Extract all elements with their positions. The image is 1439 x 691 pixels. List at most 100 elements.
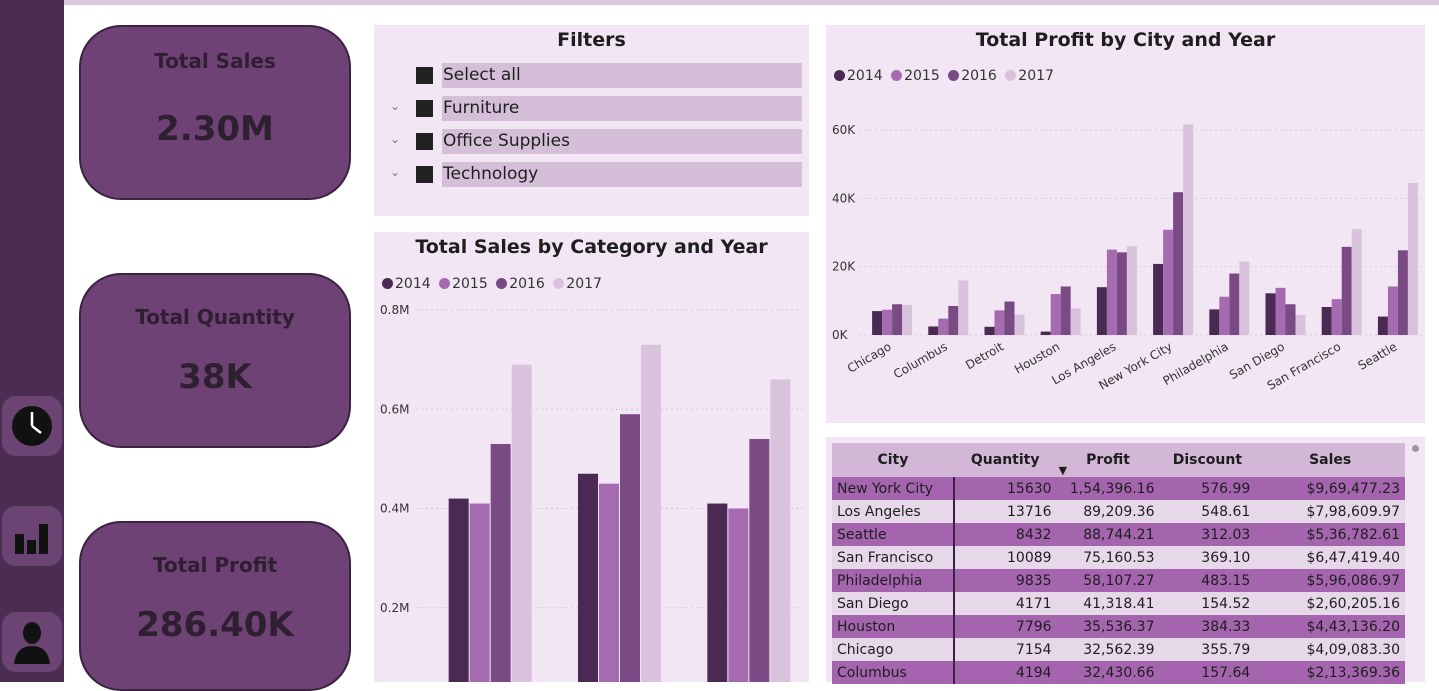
bar-2014-furniture[interactable] <box>448 498 469 682</box>
bar-2017-detroit[interactable] <box>1014 314 1025 336</box>
bar-2016-san-francisco[interactable] <box>1341 246 1352 335</box>
bar-2015-new-york-city[interactable] <box>1163 229 1174 335</box>
bar-2016-furniture[interactable] <box>490 443 511 682</box>
legend-label: 2017 <box>566 276 602 292</box>
bar-2016-san-diego[interactable] <box>1285 304 1296 335</box>
nav-button-clock[interactable] <box>2 396 62 456</box>
bar-2014-los-angeles[interactable] <box>1096 287 1107 335</box>
column-header-profit[interactable]: ▼ Profit <box>1056 443 1160 477</box>
bar-2017-philadelphia[interactable] <box>1239 261 1250 335</box>
bar-2014-san-francisco[interactable] <box>1321 306 1332 335</box>
table-cell-city: New York City <box>832 477 955 500</box>
table-cell-quantity: 13716 <box>953 500 1057 523</box>
bar-2014-san-diego[interactable] <box>1265 293 1276 335</box>
bar-2014-seattle[interactable] <box>1377 316 1388 335</box>
bar-2016-chicago[interactable] <box>892 304 903 335</box>
chevron-down-icon[interactable]: ⌄ <box>390 132 401 146</box>
table-row[interactable]: Houston 7796 35,536.37 384.33 $4,43,136.20 <box>832 615 1405 638</box>
bar-2014-new-york-city[interactable] <box>1153 263 1164 335</box>
bar-2017-furniture[interactable] <box>511 364 532 682</box>
bar-2016-philadelphia[interactable] <box>1229 273 1240 336</box>
bar-2016-detroit[interactable] <box>1004 301 1015 335</box>
chevron-down-icon[interactable]: ⌄ <box>390 99 401 113</box>
checkbox[interactable] <box>416 100 433 117</box>
bar-2016-technology[interactable] <box>749 439 770 682</box>
table-row[interactable]: Los Angeles 13716 89,209.36 548.61 $7,98,609… <box>832 500 1405 523</box>
bar-2015-furniture[interactable] <box>469 503 490 682</box>
bar-2016-los-angeles[interactable] <box>1116 252 1127 335</box>
table-cell-profit: 1,54,396.16 <box>1056 477 1160 500</box>
nav-button-charts[interactable] <box>2 506 62 566</box>
bar-2017-office-supplies[interactable] <box>641 344 661 682</box>
filter-option-office-supplies[interactable]: ⌄ Office Supplies <box>374 129 804 155</box>
column-header-city[interactable]: City <box>832 443 954 477</box>
filters-panel: Filters Select all ⌄ Furniture ⌄ Office … <box>374 25 809 216</box>
checkbox[interactable] <box>416 67 433 84</box>
kpi-label: Total Sales <box>154 49 276 73</box>
bar-2017-san-francisco[interactable] <box>1351 229 1362 335</box>
bar-2015-columbus[interactable] <box>938 318 949 335</box>
table-row[interactable]: Philadelphia 9835 58,107.27 483.15 $5,96,086… <box>832 569 1405 592</box>
bar-2014-technology[interactable] <box>707 503 728 682</box>
kpi-value: 38K <box>178 357 252 397</box>
bar-2017-houston[interactable] <box>1070 308 1081 335</box>
bar-2014-philadelphia[interactable] <box>1209 309 1220 335</box>
checkbox[interactable] <box>416 133 433 150</box>
table-header-row: City Quantity ▼ Profit Discount Sales <box>832 443 1405 477</box>
filter-option-select-all[interactable]: Select all <box>374 63 804 89</box>
bar-2014-columbus[interactable] <box>928 326 939 335</box>
table-row[interactable]: San Diego 4171 41,318.41 154.52 $2,60,205.16 <box>832 592 1405 615</box>
bar-2015-seattle[interactable] <box>1387 286 1398 335</box>
table-row[interactable]: Chicago 7154 32,562.39 355.79 $4,09,083.30 <box>832 638 1405 661</box>
chevron-down-icon[interactable]: ⌄ <box>390 165 401 179</box>
legend-label: 2014 <box>395 276 431 292</box>
bar-2015-houston[interactable] <box>1050 294 1061 335</box>
sales-by-category-chart: 0.2M 0.4M 0.6M 0.8M <box>380 303 804 683</box>
table-cell-quantity: 10089 <box>953 546 1057 569</box>
bar-2015-san-francisco[interactable] <box>1331 299 1342 335</box>
bar-2014-detroit[interactable] <box>984 326 995 335</box>
bar-2014-chicago[interactable] <box>872 311 883 335</box>
column-header-sales[interactable]: Sales <box>1255 443 1405 477</box>
bar-2016-office-supplies[interactable] <box>620 414 640 682</box>
column-header-discount[interactable]: Discount <box>1159 443 1256 477</box>
bar-2015-office-supplies[interactable] <box>599 483 619 682</box>
x-tick-label: Seattle <box>1356 339 1400 372</box>
bar-2017-san-diego[interactable] <box>1295 314 1306 335</box>
bar-2015-los-angeles[interactable] <box>1106 249 1117 335</box>
bar-2016-houston[interactable] <box>1060 286 1071 335</box>
table-cell-sales: $9,69,477.23 <box>1255 477 1405 500</box>
bar-2015-chicago[interactable] <box>882 309 893 335</box>
filter-option-technology[interactable]: ⌄ Technology <box>374 162 804 188</box>
kpi-label: Total Profit <box>152 553 278 577</box>
checkbox[interactable] <box>416 166 433 183</box>
legend-label: 2015 <box>904 68 940 84</box>
y-tick-label: 60K <box>832 123 856 137</box>
column-header-quantity[interactable]: Quantity <box>953 443 1057 477</box>
table-row[interactable]: New York City 15630 1,54,396.16 576.99 $9,69… <box>832 477 1405 500</box>
bar-2016-new-york-city[interactable] <box>1173 192 1184 335</box>
table-cell-discount: 369.10 <box>1159 546 1256 569</box>
table-cell-city: San Francisco <box>832 546 955 569</box>
bar-2017-chicago[interactable] <box>902 304 913 335</box>
bar-2017-new-york-city[interactable] <box>1183 124 1194 336</box>
bar-2015-san-diego[interactable] <box>1275 287 1286 335</box>
table-row[interactable]: Columbus 4194 32,430.66 157.64 $2,13,369.36 <box>832 661 1405 684</box>
legend-item: 2017 <box>553 276 602 292</box>
bar-2015-detroit[interactable] <box>994 310 1005 335</box>
bar-2016-columbus[interactable] <box>948 305 959 335</box>
bar-2017-los-angeles[interactable] <box>1126 246 1137 335</box>
bar-2017-columbus[interactable] <box>958 280 969 335</box>
table-row[interactable]: San Francisco 10089 75,160.53 369.10 $6,47,4… <box>832 546 1405 569</box>
scrollbar-handle[interactable] <box>1412 445 1419 452</box>
bar-2014-houston[interactable] <box>1040 331 1051 335</box>
bar-2016-seattle[interactable] <box>1397 250 1408 335</box>
bar-2015-technology[interactable] <box>728 508 749 683</box>
filter-option-furniture[interactable]: ⌄ Furniture <box>374 96 804 122</box>
bar-2015-philadelphia[interactable] <box>1219 296 1230 335</box>
table-row[interactable]: Seattle 8432 88,744.21 312.03 $5,36,782.61 <box>832 523 1405 546</box>
bar-2014-office-supplies[interactable] <box>578 473 598 682</box>
bar-2017-technology[interactable] <box>770 379 791 682</box>
nav-button-user[interactable] <box>2 612 62 672</box>
bar-2017-seattle[interactable] <box>1407 182 1418 335</box>
